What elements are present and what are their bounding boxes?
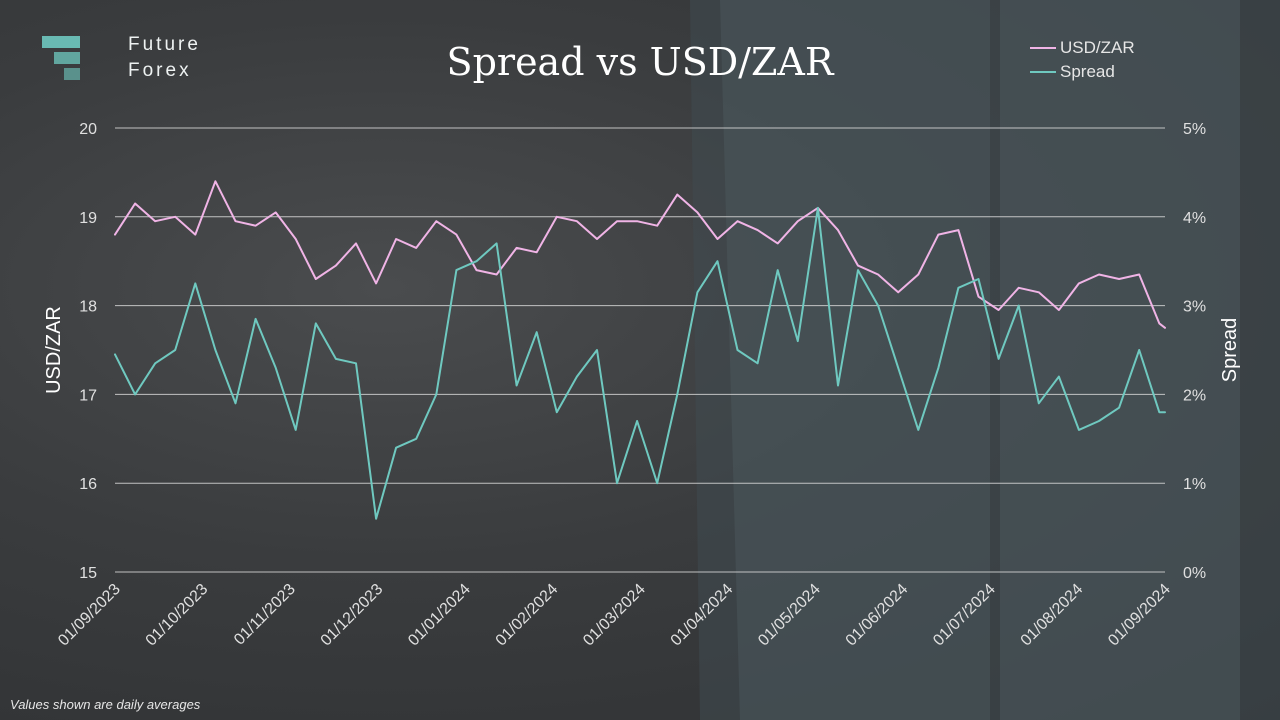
y-right-tick-label: 4%: [1183, 210, 1206, 227]
x-tick-label: 01/11/2023: [231, 581, 299, 649]
legend-label-usdzar: USD/ZAR: [1060, 38, 1135, 57]
x-tick-label: 01/12/2023: [318, 581, 387, 650]
x-tick-label: 01/04/2024: [668, 581, 737, 650]
y-right-tick-label: 3%: [1183, 299, 1206, 316]
y-left-axis-title: USD/ZAR: [43, 306, 65, 394]
x-tick-label: 01/03/2024: [580, 581, 649, 650]
y-left-tick-label: 20: [79, 121, 97, 138]
chart-legend: USD/ZAR Spread: [1030, 36, 1135, 84]
footnote: Values shown are daily averages: [10, 697, 201, 712]
y-right-tick-label: 5%: [1183, 121, 1206, 138]
legend-swatch-spread: [1030, 71, 1056, 73]
brand-line-1: Future: [128, 34, 201, 55]
y-left-tick-label: 18: [79, 299, 97, 316]
y-left-tick-label: 17: [79, 387, 97, 404]
legend-item-usdzar: USD/ZAR: [1030, 36, 1135, 60]
future-forex-logo: Future Forex: [40, 34, 200, 88]
y-left-tick-label: 16: [79, 476, 97, 493]
brand-line-2: Forex: [128, 60, 192, 81]
y-right-tick-label: 0%: [1183, 565, 1206, 582]
x-tick-label: 01/09/2024: [1105, 581, 1174, 650]
x-tick-label: 01/06/2024: [843, 581, 912, 650]
x-tick-label: 01/02/2024: [493, 581, 562, 650]
legend-swatch-usdzar: [1030, 47, 1056, 49]
x-tick-label: 01/10/2023: [143, 581, 212, 650]
x-tick-label: 01/01/2024: [405, 581, 474, 650]
legend-item-spread: Spread: [1030, 60, 1135, 84]
legend-label-spread: Spread: [1060, 62, 1115, 81]
y-right-axis-title: Spread: [1219, 318, 1241, 383]
x-tick-label: 01/07/2024: [930, 581, 999, 650]
series-line-spread: [114, 206, 1166, 520]
x-tick-label: 01/05/2024: [755, 581, 824, 650]
series-line-usd-zar: [114, 180, 1166, 329]
x-tick-label: 01/09/2023: [55, 581, 124, 650]
y-left-tick-label: 19: [79, 210, 97, 227]
y-right-tick-label: 1%: [1183, 476, 1206, 493]
chart-title: Spread vs USD/ZAR: [446, 40, 834, 84]
x-tick-label: 01/08/2024: [1018, 581, 1087, 650]
y-right-tick-label: 2%: [1183, 387, 1206, 404]
y-left-tick-label: 15: [79, 565, 97, 582]
